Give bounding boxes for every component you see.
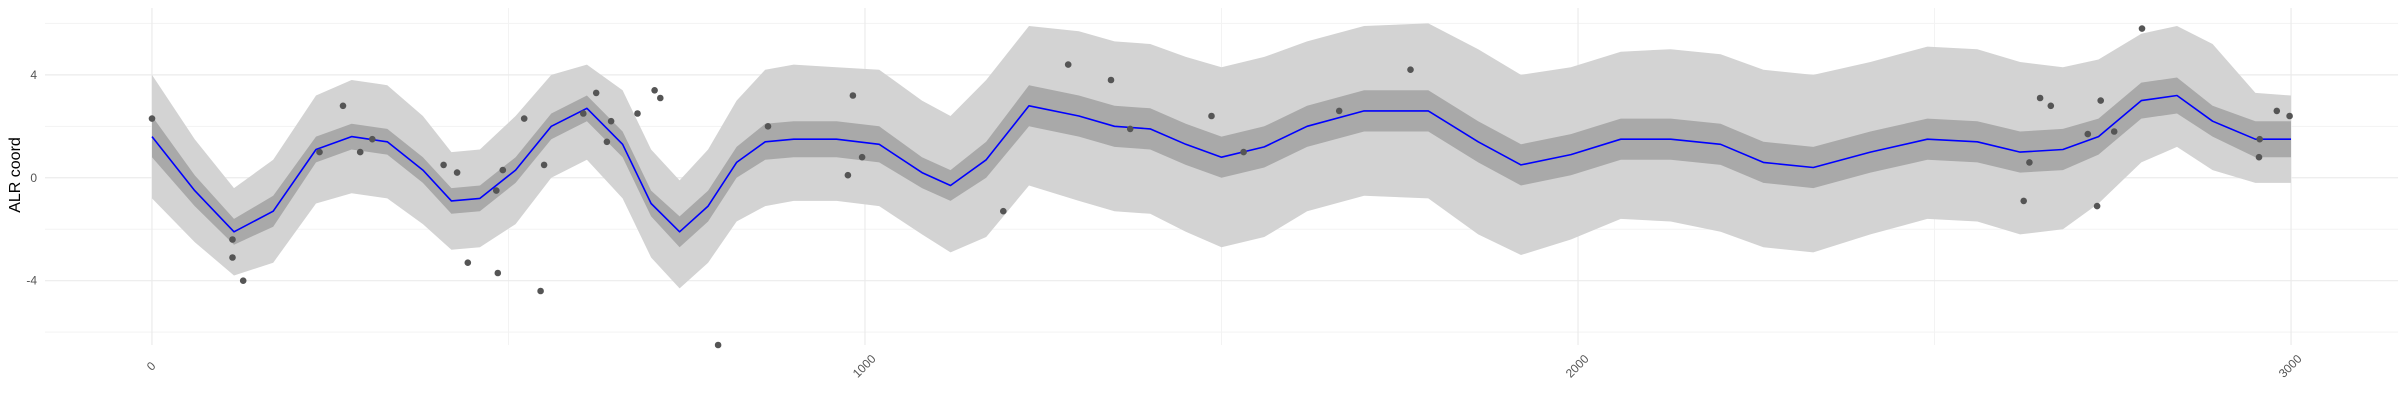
data-point	[369, 135, 376, 143]
y-axis-tick-labels: -4 0 4	[26, 68, 37, 288]
data-point	[520, 115, 528, 122]
data-point	[339, 102, 347, 110]
data-point	[2110, 128, 2118, 135]
x-axis-tick-labels: 0 1000 2000 3000	[144, 352, 2305, 381]
y-tick-label: 0	[30, 171, 37, 185]
data-point	[603, 138, 611, 146]
data-point	[2256, 135, 2263, 143]
data-point	[494, 269, 502, 277]
data-point	[1407, 66, 1414, 73]
data-point	[2047, 102, 2055, 110]
data-point	[2084, 130, 2092, 138]
inner-confidence-band	[152, 77, 2291, 248]
data-point	[537, 287, 544, 295]
data-point	[2026, 159, 2033, 166]
observed-points	[148, 25, 2293, 349]
data-point	[356, 148, 364, 156]
data-point	[2255, 153, 2263, 161]
y-tick-label: 4	[30, 68, 37, 82]
data-point	[2020, 197, 2027, 205]
y-tick-label: -4	[26, 274, 37, 288]
data-point	[844, 171, 852, 179]
data-point	[1126, 125, 1134, 133]
x-tick-label: 1000	[850, 352, 879, 381]
data-point	[540, 161, 548, 169]
data-point	[453, 169, 461, 176]
data-point	[592, 89, 600, 97]
data-point	[2097, 97, 2104, 104]
data-point	[764, 123, 772, 130]
data-point	[1240, 148, 1247, 156]
x-tick-label: 0	[144, 359, 159, 374]
x-tick-label: 3000	[2276, 352, 2305, 381]
data-point	[858, 153, 866, 161]
data-point	[607, 117, 615, 125]
data-point	[440, 161, 447, 169]
data-point	[464, 259, 472, 267]
confidence-bands	[152, 23, 2291, 289]
data-point	[714, 341, 722, 349]
data-point	[148, 115, 156, 122]
data-point	[493, 187, 500, 194]
data-point	[229, 254, 236, 261]
y-axis-title: ALR coord	[7, 137, 24, 213]
data-point	[1335, 107, 1343, 115]
fitted-line-layer	[151, 94, 2291, 233]
data-point	[2286, 112, 2293, 120]
data-point	[1208, 112, 1215, 120]
data-point	[2273, 107, 2281, 115]
data-point	[657, 94, 664, 102]
data-point	[499, 166, 507, 174]
data-point	[634, 110, 641, 117]
data-point	[1107, 76, 1115, 84]
data-point	[2138, 25, 2146, 32]
data-point	[1064, 61, 1072, 68]
data-point	[229, 236, 236, 243]
data-point	[651, 87, 658, 94]
data-point	[849, 92, 857, 99]
data-point	[580, 110, 587, 117]
data-point	[1000, 207, 1007, 215]
data-point	[316, 148, 323, 156]
data-point	[2093, 202, 2101, 210]
data-point	[239, 277, 247, 285]
fitted-line	[151, 94, 2291, 233]
x-tick-label: 2000	[1563, 352, 1592, 381]
data-point	[2036, 94, 2044, 102]
